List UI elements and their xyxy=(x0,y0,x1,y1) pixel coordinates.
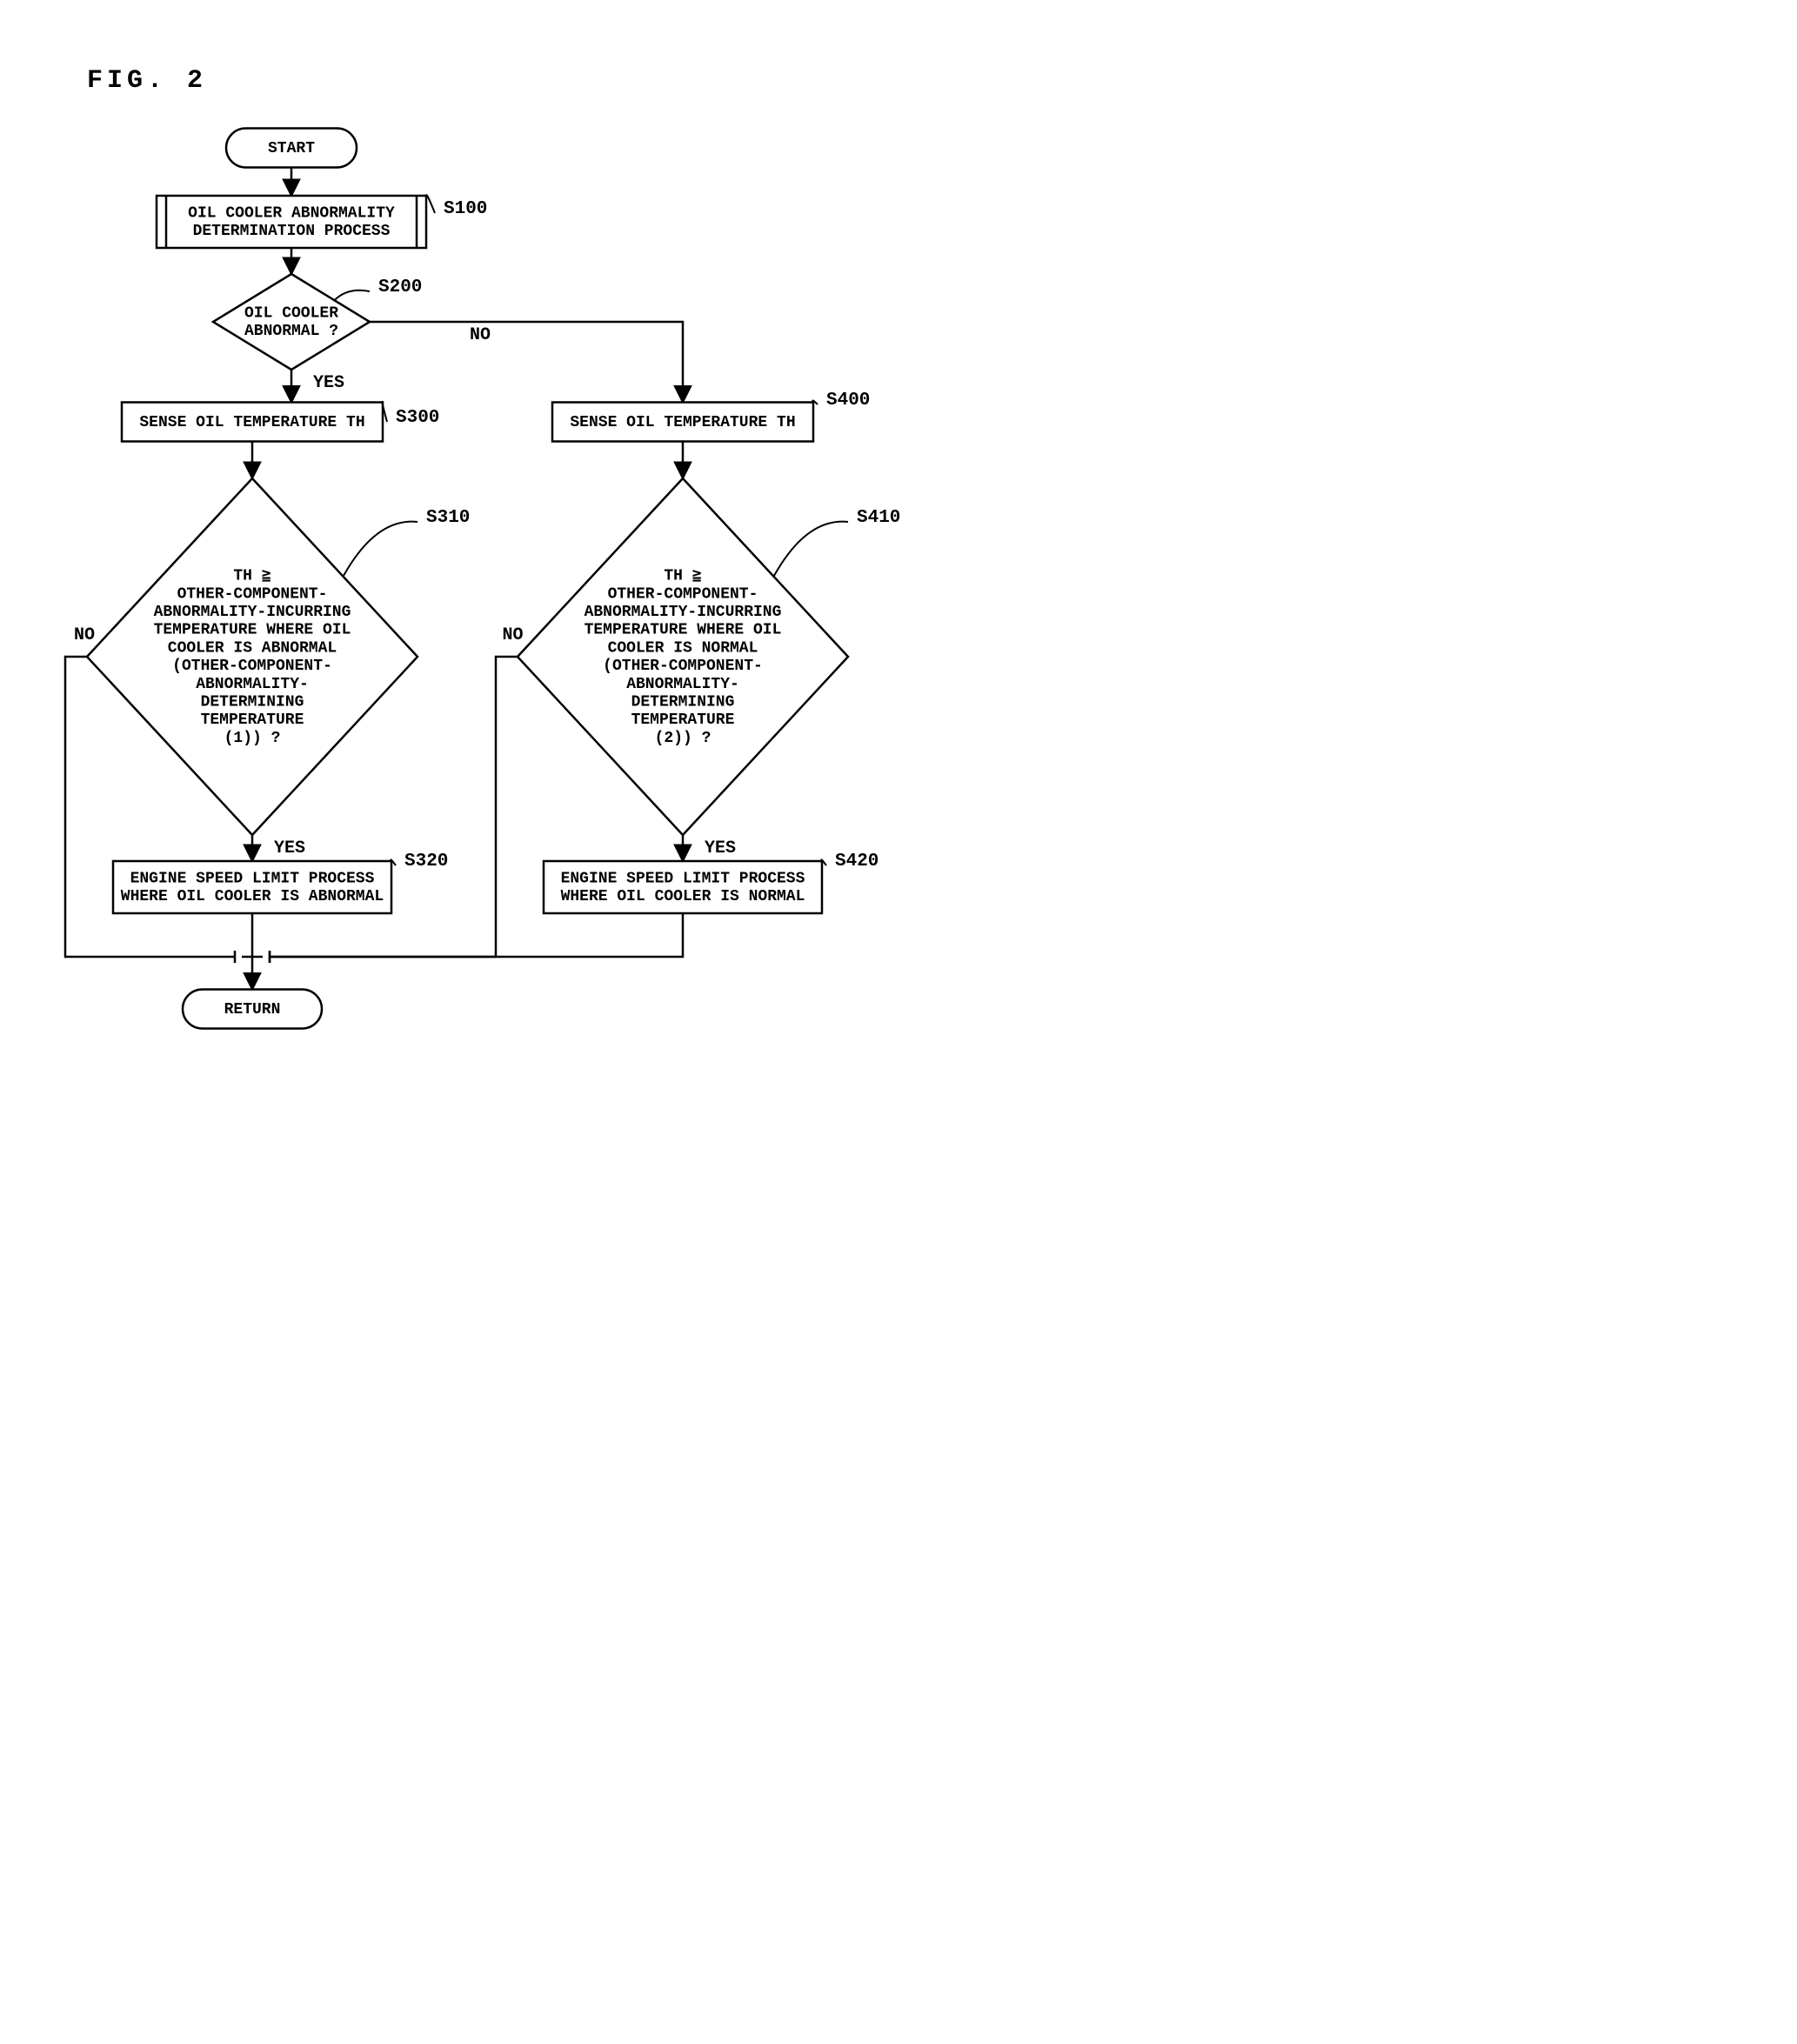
svg-text:TEMPERATURE: TEMPERATURE xyxy=(201,711,304,729)
edge-label: YES xyxy=(313,373,344,393)
svg-text:WHERE OIL COOLER IS NORMAL: WHERE OIL COOLER IS NORMAL xyxy=(561,888,805,905)
svg-text:ABNORMALITY-: ABNORMALITY- xyxy=(626,676,739,693)
step-label: S320 xyxy=(404,852,448,872)
svg-text:SENSE OIL TEMPERATURE TH: SENSE OIL TEMPERATURE TH xyxy=(570,414,795,431)
svg-text:TEMPERATURE WHERE OIL: TEMPERATURE WHERE OIL xyxy=(154,622,351,639)
svg-text:ABNORMALITY-INCURRING: ABNORMALITY-INCURRING xyxy=(585,604,782,621)
edge-label: NO xyxy=(74,625,95,645)
svg-text:(OTHER-COMPONENT-: (OTHER-COMPONENT- xyxy=(603,658,763,675)
step-label: S200 xyxy=(378,277,422,297)
edge-label: YES xyxy=(705,838,736,858)
step-label: S310 xyxy=(426,508,470,528)
step-label: S300 xyxy=(396,408,439,428)
svg-text:START: START xyxy=(268,140,315,157)
step-label: S100 xyxy=(444,199,487,219)
svg-text:DETERMINATION PROCESS: DETERMINATION PROCESS xyxy=(193,223,391,240)
edge xyxy=(270,913,683,957)
edge xyxy=(370,322,683,403)
svg-text:COOLER IS ABNORMAL: COOLER IS ABNORMAL xyxy=(168,639,337,657)
svg-text:(OTHER-COMPONENT-: (OTHER-COMPONENT- xyxy=(172,658,332,675)
svg-text:DETERMINING: DETERMINING xyxy=(201,694,304,711)
svg-text:ENGINE SPEED LIMIT PROCESS: ENGINE SPEED LIMIT PROCESS xyxy=(130,870,375,887)
svg-text:ABNORMAL ?: ABNORMAL ? xyxy=(244,323,338,340)
svg-text:TEMPERATURE: TEMPERATURE xyxy=(631,711,735,729)
svg-text:ABNORMALITY-: ABNORMALITY- xyxy=(196,676,309,693)
svg-text:(2)) ?: (2)) ? xyxy=(655,730,711,747)
svg-text:(1)) ?: (1)) ? xyxy=(224,730,281,747)
svg-text:TH ≧: TH ≧ xyxy=(664,568,701,585)
svg-text:ENGINE SPEED LIMIT PROCESS: ENGINE SPEED LIMIT PROCESS xyxy=(561,870,805,887)
edge-label: NO xyxy=(503,625,524,645)
svg-text:WHERE OIL COOLER IS ABNORMAL: WHERE OIL COOLER IS ABNORMAL xyxy=(121,888,384,905)
svg-text:RETURN: RETURN xyxy=(224,1001,281,1019)
edge-label: YES xyxy=(274,838,305,858)
svg-text:TEMPERATURE WHERE OIL: TEMPERATURE WHERE OIL xyxy=(585,622,782,639)
step-label: S420 xyxy=(835,852,878,872)
figure-title: FIG. 2 xyxy=(87,66,207,96)
step-label: S410 xyxy=(857,508,900,528)
svg-text:SENSE OIL TEMPERATURE TH: SENSE OIL TEMPERATURE TH xyxy=(139,414,364,431)
svg-text:OTHER-COMPONENT-: OTHER-COMPONENT- xyxy=(608,585,758,603)
svg-text:DETERMINING: DETERMINING xyxy=(631,694,735,711)
svg-text:TH ≧: TH ≧ xyxy=(233,568,271,585)
edge-label: NO xyxy=(470,325,491,345)
svg-text:OTHER-COMPONENT-: OTHER-COMPONENT- xyxy=(177,585,328,603)
flowchart-diagram: FIG. 2 YES NO YES YES NO NO S100 S200 S300 S400 S31… xyxy=(35,35,933,1057)
svg-text:COOLER IS NORMAL: COOLER IS NORMAL xyxy=(608,639,758,657)
svg-text:ABNORMALITY-INCURRING: ABNORMALITY-INCURRING xyxy=(154,604,351,621)
svg-text:OIL COOLER: OIL COOLER xyxy=(244,304,338,322)
step-label: S400 xyxy=(826,391,870,411)
svg-text:OIL COOLER ABNORMALITY: OIL COOLER ABNORMALITY xyxy=(188,204,395,222)
